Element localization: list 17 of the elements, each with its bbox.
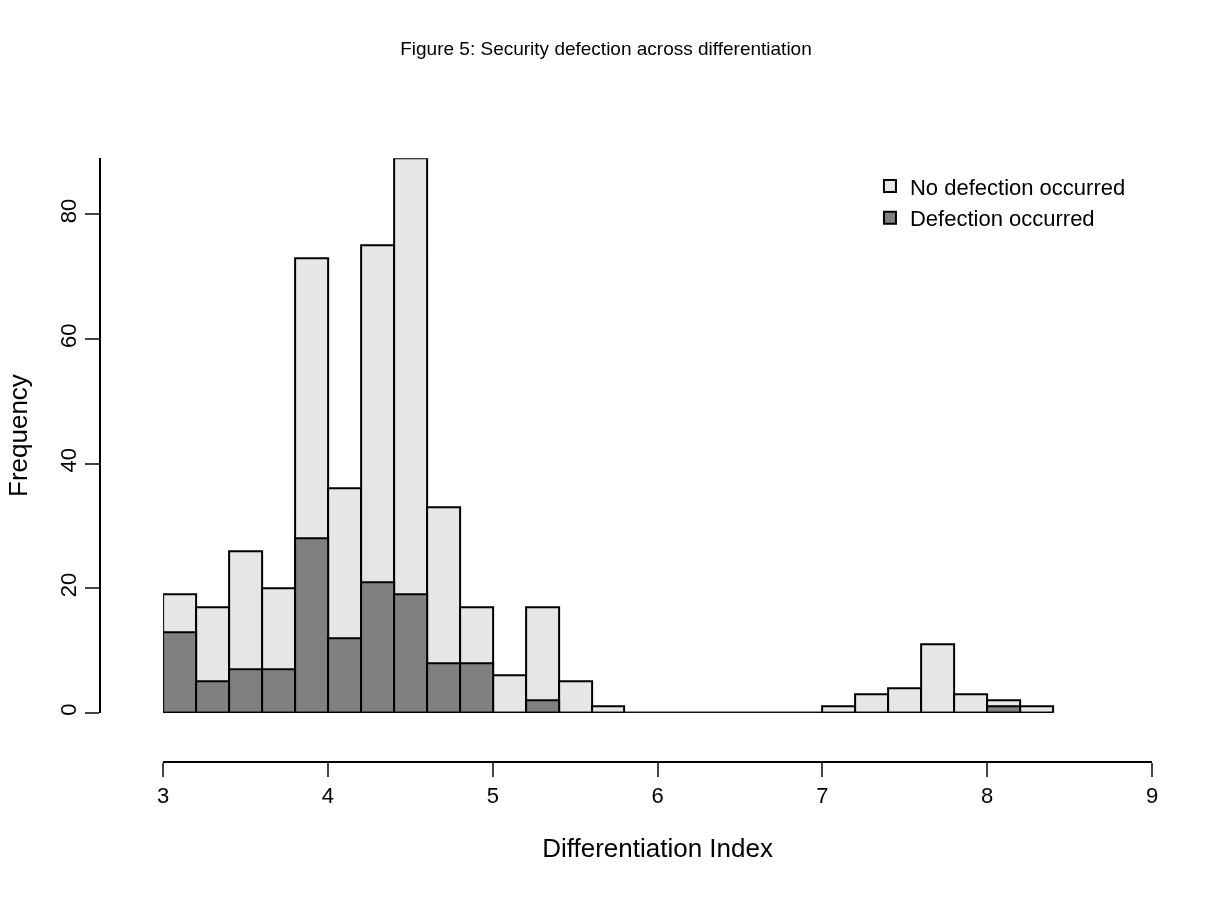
x-tick-label: 3: [156, 783, 170, 809]
chart-title: Figure 5: Security defection across differentiation: [400, 37, 812, 59]
y-tick-label: 60: [56, 323, 82, 348]
x-tick-label: 7: [816, 783, 829, 809]
legend-label: No defection occurred: [909, 174, 1126, 200]
x-tick-label: 4: [321, 783, 335, 809]
y-tick-label: 0: [56, 703, 82, 716]
x-tick-label: 5: [486, 783, 499, 809]
x-tick-label: 9: [1145, 783, 1159, 809]
x-tick-label: 6: [651, 783, 664, 809]
y-tick-label: 40: [56, 448, 82, 473]
y-axis-title: Frequency: [3, 374, 34, 497]
y-tick-label: 80: [56, 198, 82, 224]
x-axis-title: Differentiation Index: [542, 832, 773, 863]
legend-label: Defection occurred: [909, 206, 1095, 232]
y-tick-label: 20: [56, 572, 82, 598]
x-tick-label: 8: [981, 783, 994, 809]
